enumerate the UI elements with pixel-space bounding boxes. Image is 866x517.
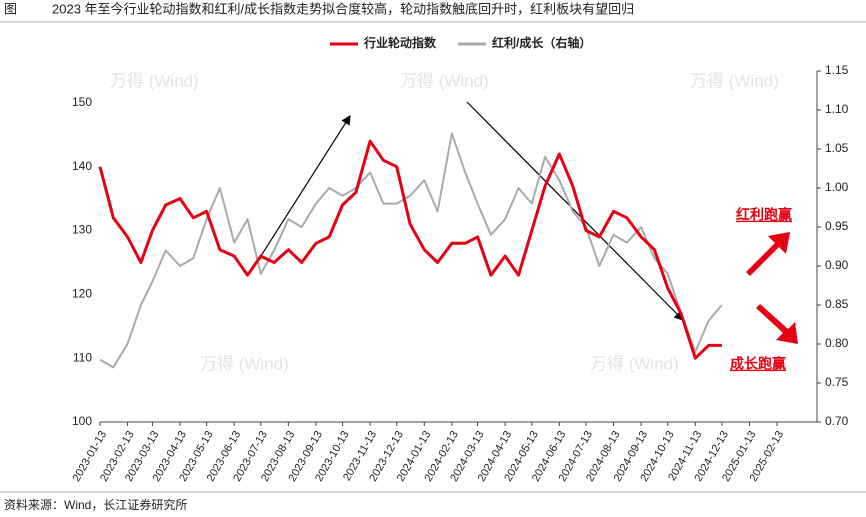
y-tick-label: 130: [72, 223, 92, 237]
trend-arrow: [466, 101, 684, 321]
y2-tick-label: 0.80: [825, 336, 849, 350]
annotation: 红利跑赢: [736, 207, 792, 223]
chart-title: 2023 年至今行业轮动指数和红利/成长指数走势拟合度较高，轮动指数触底回升时，…: [52, 1, 634, 16]
y-tick-label: 100: [72, 414, 92, 428]
y-tick-label: 150: [72, 95, 92, 109]
legend-label: 行业轮动指数: [363, 35, 437, 50]
y2-tick-label: 0.75: [825, 375, 849, 389]
y2-tick-label: 0.70: [825, 414, 849, 428]
watermark: 万得 (Wind): [110, 71, 199, 90]
y-tick-label: 110: [73, 350, 92, 364]
source: 资料来源：Wind，长江证券研究所: [4, 497, 187, 512]
watermark: 万得 (Wind): [690, 71, 779, 90]
figure-label: 图: [4, 1, 17, 16]
annotation: 成长跑赢: [730, 356, 786, 372]
y2-tick-label: 1.00: [825, 180, 849, 194]
series-line: [98, 139, 722, 360]
up-arrow: [746, 232, 790, 276]
legend-label: 红利/成长（右轴）: [492, 35, 591, 50]
watermark: 万得 (Wind): [200, 354, 289, 373]
y2-tick-label: 1.05: [825, 141, 849, 155]
y2-tick-label: 0.85: [825, 297, 849, 311]
series-line: [99, 132, 723, 369]
watermark: 万得 (Wind): [400, 71, 489, 90]
y2-tick-label: 0.90: [825, 258, 849, 272]
down-arrow: [756, 304, 798, 344]
y-tick-label: 120: [72, 287, 92, 301]
y2-tick-label: 1.10: [825, 102, 849, 116]
watermark: 万得 (Wind): [590, 354, 679, 373]
y2-tick-label: 1.15: [825, 63, 849, 77]
trend-arrow: [251, 114, 351, 271]
y2-tick-label: 0.95: [825, 219, 849, 233]
y-tick-label: 140: [72, 159, 92, 173]
